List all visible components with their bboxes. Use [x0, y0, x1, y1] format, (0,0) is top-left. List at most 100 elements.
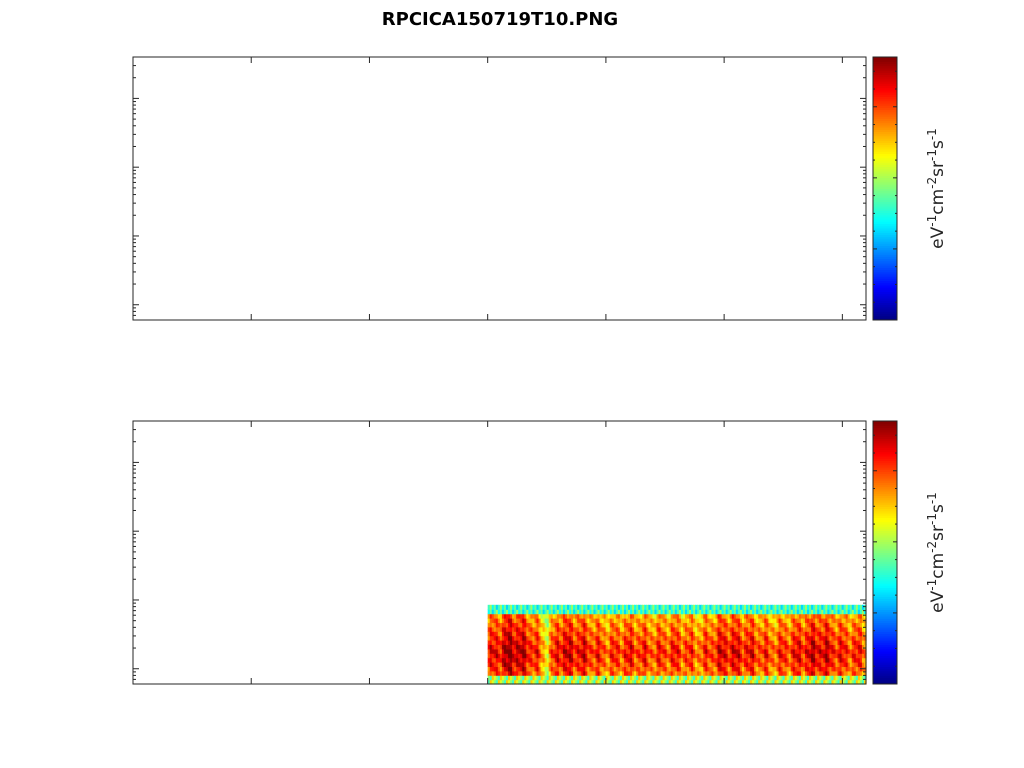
heatmap-cell — [518, 613, 521, 619]
heatmap-cell — [825, 662, 828, 668]
heatmap-cell — [701, 653, 704, 659]
heatmap-cell — [662, 648, 666, 654]
heatmap-cell — [851, 618, 855, 624]
heatmap-cell — [571, 640, 574, 646]
heatmap-cell — [501, 648, 505, 654]
heatmap-cell — [585, 648, 588, 654]
heatmap-cell — [583, 609, 586, 615]
heatmap-cell — [723, 618, 727, 624]
heatmap-cell — [802, 635, 806, 641]
heatmap-cell — [859, 635, 863, 641]
heatmap-cell — [528, 640, 531, 646]
heatmap-cell — [782, 662, 786, 668]
heatmap-cell — [640, 644, 643, 650]
heatmap-cell — [725, 631, 729, 637]
heatmap-cell — [534, 679, 538, 685]
heatmap-cell — [798, 657, 802, 663]
heatmap-cell — [693, 626, 696, 632]
heatmap-cell — [493, 640, 497, 646]
heatmap-cell — [802, 644, 806, 650]
heatmap-cell — [611, 635, 615, 641]
heatmap-cell — [853, 657, 857, 663]
heatmap-cell — [847, 653, 851, 659]
heatmap-cell — [648, 604, 651, 610]
heatmap-cell — [575, 679, 578, 685]
heatmap-cell — [754, 604, 757, 610]
heatmap-cell — [786, 670, 790, 676]
heatmap-cell — [731, 679, 735, 685]
heatmap-cell — [503, 675, 507, 681]
colorbar-label-unit: sr — [928, 525, 948, 541]
heatmap-cell — [772, 670, 776, 676]
colorbar-segment — [873, 265, 897, 268]
heatmap-cell — [656, 670, 660, 676]
heatmap-cell — [497, 609, 501, 615]
heatmap-cell — [575, 609, 578, 615]
heatmap-cell — [587, 604, 590, 610]
heatmap-cell — [713, 675, 717, 681]
heatmap-cell — [552, 609, 556, 615]
heatmap-cell — [843, 670, 847, 676]
heatmap-cell — [564, 648, 568, 654]
colorbar-segment — [873, 195, 897, 198]
heatmap-cell — [497, 644, 501, 650]
heatmap-cell — [849, 675, 853, 681]
heatmap-cell — [839, 640, 843, 646]
heatmap-cell — [794, 604, 798, 610]
heatmap-cell — [605, 648, 609, 654]
heatmap-cell — [772, 618, 776, 624]
heatmap-cell — [741, 609, 745, 615]
heatmap-cell — [731, 653, 735, 659]
heatmap-cell — [646, 640, 649, 646]
heatmap-cell — [595, 609, 599, 615]
heatmap-cell — [713, 613, 717, 619]
heatmap-cell — [754, 613, 757, 619]
heatmap-cell — [611, 662, 615, 668]
heatmap-cell — [760, 635, 763, 641]
heatmap-cell — [558, 657, 562, 663]
heatmap-cell — [666, 618, 670, 624]
heatmap-cell — [739, 609, 743, 615]
colorbar-segment — [873, 258, 897, 262]
heatmap-cell — [550, 653, 554, 659]
heatmap-cell — [705, 609, 708, 615]
heatmap-cell — [798, 622, 802, 628]
heatmap-cell — [605, 666, 609, 672]
heatmap-cell — [593, 679, 597, 685]
heatmap-cell — [711, 653, 715, 659]
heatmap-cell — [748, 653, 751, 659]
heatmap-cell — [823, 631, 826, 637]
heatmap-cell — [745, 618, 749, 624]
heatmap-cell — [530, 653, 534, 659]
heatmap-cell — [632, 662, 635, 668]
heatmap-cell — [786, 648, 790, 654]
heatmap-cell — [613, 644, 617, 650]
heatmap-cell — [705, 644, 708, 650]
heatmap-cell — [646, 666, 649, 672]
heatmap-cell — [526, 648, 529, 654]
heatmap-cell — [709, 666, 713, 672]
heatmap-cell — [782, 675, 786, 681]
colorbar-segment — [873, 675, 897, 678]
heatmap-cell — [847, 622, 851, 628]
heatmap-cell — [809, 613, 812, 619]
heatmap-cell — [699, 675, 702, 681]
heatmap-cell — [660, 640, 664, 646]
heatmap-cell — [499, 626, 503, 632]
heatmap-cell — [672, 675, 676, 681]
heatmap-cell — [585, 604, 588, 610]
heatmap-cell — [725, 644, 729, 650]
heatmap-cell — [821, 631, 824, 637]
heatmap-cell — [745, 670, 749, 676]
heatmap-cell — [764, 622, 767, 628]
heatmap-cell — [609, 631, 613, 637]
heatmap-cell — [644, 666, 647, 672]
heatmap-cell — [605, 657, 609, 663]
colorbar-segment — [873, 160, 897, 163]
heatmap-cell — [731, 635, 735, 641]
heatmap-cell — [497, 618, 501, 624]
heatmap-cell — [615, 635, 619, 641]
heatmap-cell — [632, 609, 635, 615]
heatmap-cell — [676, 609, 680, 615]
heatmap-cell — [638, 622, 641, 628]
